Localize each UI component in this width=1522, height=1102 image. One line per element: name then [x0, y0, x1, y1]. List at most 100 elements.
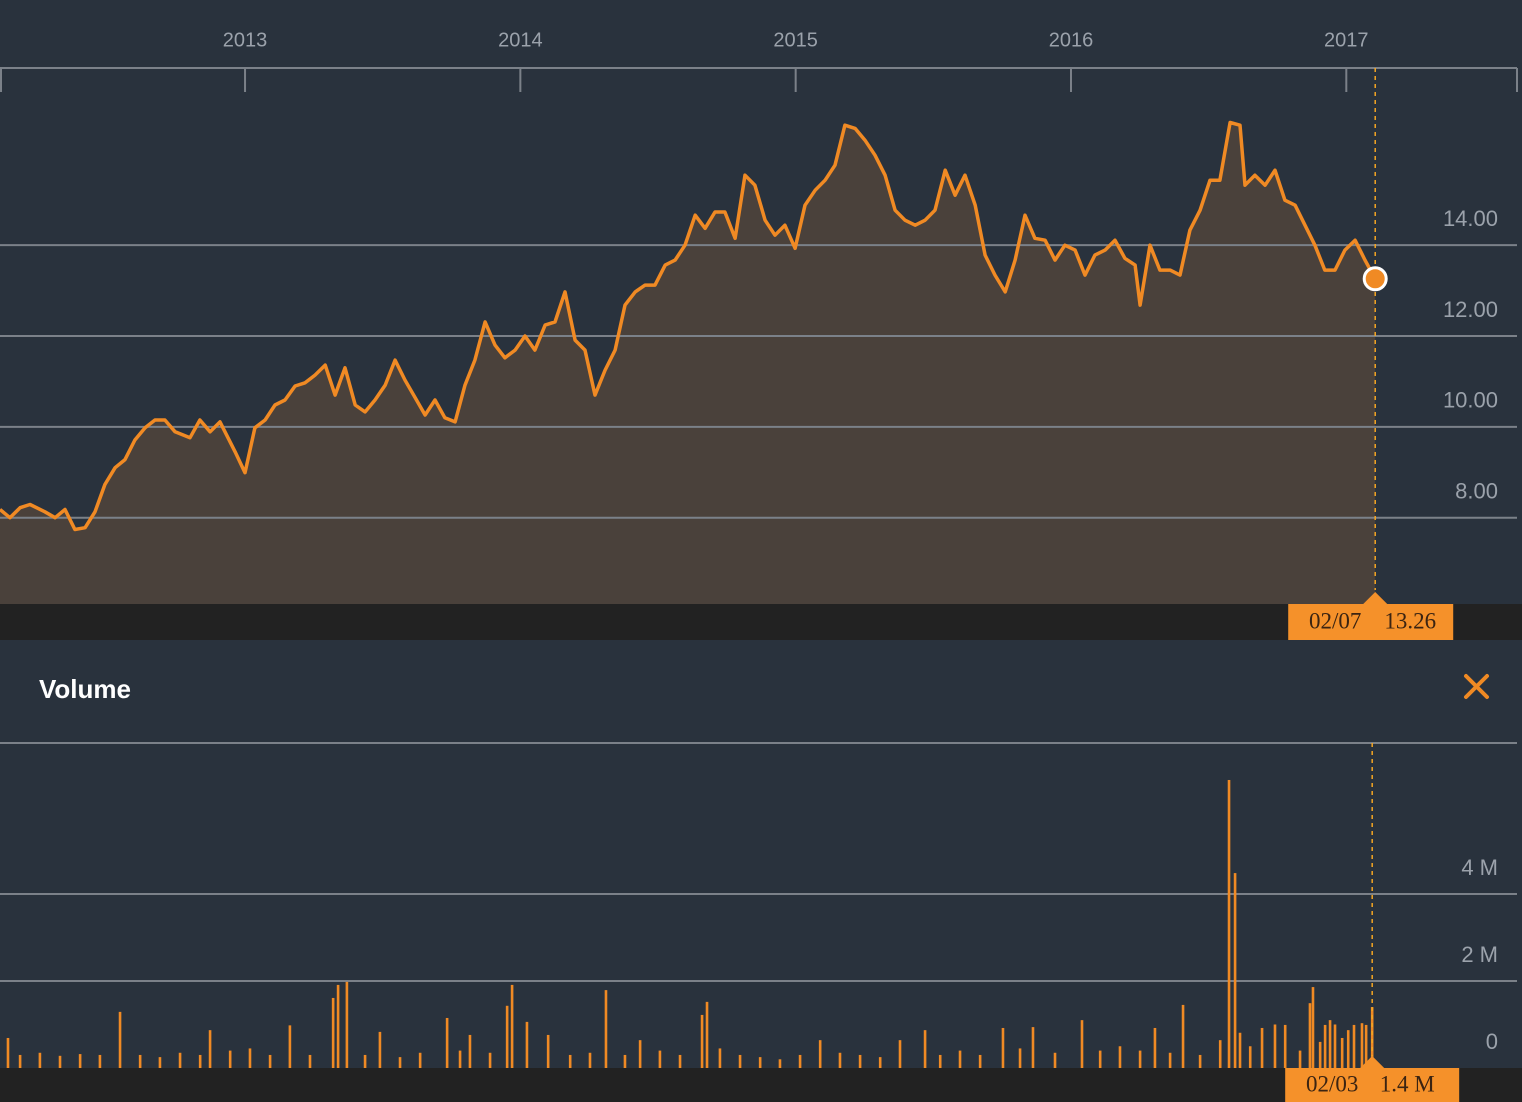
volume-bar — [248, 1048, 252, 1068]
volume-bar — [778, 1059, 782, 1068]
volume-bar — [1333, 1024, 1337, 1068]
volume-bar — [208, 1030, 212, 1068]
y-tick-label: 12.00 — [1443, 297, 1498, 322]
volume-bar — [1227, 779, 1231, 1068]
grid — [0, 244, 1517, 519]
volume-bar — [1098, 1050, 1102, 1068]
volume-bar — [178, 1052, 182, 1068]
x-tick-label: 2016 — [1049, 29, 1094, 51]
volume-bar — [798, 1054, 802, 1068]
volume-bar — [458, 1050, 462, 1068]
volume-bar — [345, 981, 349, 1068]
volume-bar — [546, 1034, 550, 1068]
volume-bar — [6, 1037, 10, 1068]
volume-bar — [1018, 1048, 1022, 1068]
volume-bar — [1340, 1037, 1344, 1068]
volume-bar — [1360, 1023, 1364, 1068]
volume-bar — [958, 1050, 962, 1068]
x-tick-label: 2017 — [1324, 29, 1369, 51]
volume-bar — [1323, 1024, 1327, 1068]
volume-bar — [1181, 1004, 1185, 1068]
volume-bar — [336, 984, 340, 1068]
volume-bar — [138, 1054, 142, 1068]
volume-bar — [1273, 1024, 1277, 1068]
volume-bar — [1352, 1024, 1356, 1068]
volume-bar — [1233, 873, 1237, 1068]
volume-bar — [1168, 1052, 1172, 1068]
volume-bar — [705, 1001, 709, 1068]
volume-bar — [1328, 1020, 1332, 1068]
volume-bar — [1283, 1024, 1287, 1068]
volume-bar — [1031, 1027, 1035, 1068]
volume-bar — [488, 1052, 492, 1068]
volume-bar — [510, 984, 514, 1068]
volume-bar — [58, 1055, 62, 1068]
volume-bar — [445, 1017, 449, 1068]
volume-bar — [38, 1052, 42, 1068]
volume-bar — [331, 997, 335, 1068]
tooltip-box — [1285, 1068, 1460, 1102]
volume-bar — [228, 1050, 232, 1068]
volume-bar — [658, 1050, 662, 1068]
volume-bar — [1153, 1027, 1157, 1068]
close-icon[interactable] — [1464, 674, 1489, 699]
volume-bar — [158, 1057, 162, 1068]
volume-bar — [1364, 1024, 1368, 1068]
volume-bar — [1298, 1050, 1302, 1068]
y-tick-label: 14.00 — [1443, 206, 1498, 231]
volume-bar — [588, 1052, 592, 1068]
x-tick-label: 2015 — [773, 29, 818, 51]
grid — [0, 892, 1517, 982]
volume-bar — [118, 1011, 122, 1068]
volume-bar — [1370, 1007, 1374, 1068]
volume-bar — [568, 1054, 572, 1068]
volume-bar — [938, 1054, 942, 1068]
volume-bar — [818, 1040, 822, 1068]
volume-bar — [638, 1040, 642, 1068]
volume-bar — [1318, 1041, 1322, 1068]
volume-bar — [1308, 1003, 1312, 1068]
volume-bar — [1080, 1020, 1084, 1068]
volume-bar — [1260, 1027, 1264, 1068]
close-button[interactable] — [1464, 674, 1489, 699]
volume-title: Volume — [39, 674, 131, 704]
volume-bar — [308, 1054, 312, 1068]
volume-bar — [1198, 1054, 1202, 1068]
volume-bar — [718, 1048, 722, 1068]
volume-bar — [98, 1054, 102, 1068]
y-tick-label: 2 M — [1461, 942, 1498, 967]
price-footer-band — [0, 604, 1522, 640]
volume-bar — [1311, 987, 1315, 1068]
tooltip-pointer — [1363, 592, 1388, 604]
volume-bar — [898, 1040, 902, 1068]
volume-bar — [268, 1054, 272, 1068]
volume-bar — [363, 1054, 367, 1068]
x-tick-label: 2013 — [223, 29, 268, 51]
tooltip-value: 1.4 M — [1380, 1071, 1435, 1096]
volume-bar — [378, 1031, 382, 1068]
volume-bar — [858, 1054, 862, 1068]
y-tick-label: 10.00 — [1443, 388, 1498, 413]
volume-bar — [1346, 1030, 1350, 1068]
tooltip-date: 02/07 — [1309, 608, 1361, 633]
y-tick-label: 0 — [1486, 1029, 1498, 1054]
volume-bar — [468, 1034, 472, 1068]
price-line — [0, 120, 1377, 532]
price-area — [0, 122, 1376, 604]
tooltip-value: 13.26 — [1384, 608, 1436, 633]
volume-bar — [525, 1021, 529, 1068]
y-tick-label: 8.00 — [1455, 479, 1498, 504]
volume-bar — [678, 1054, 682, 1068]
volume-bar — [1118, 1046, 1122, 1068]
volume-bar — [1248, 1046, 1252, 1068]
volume-bar — [1053, 1052, 1057, 1068]
tooltip-date: 02/03 — [1306, 1071, 1358, 1096]
volume-bar — [1238, 1032, 1242, 1068]
volume-bar — [838, 1052, 842, 1068]
x-tick-label: 2014 — [498, 29, 543, 51]
tooltip-box — [1288, 604, 1454, 640]
volume-bar — [623, 1054, 627, 1068]
volume-bar — [878, 1057, 882, 1068]
volume-bar — [758, 1057, 762, 1068]
